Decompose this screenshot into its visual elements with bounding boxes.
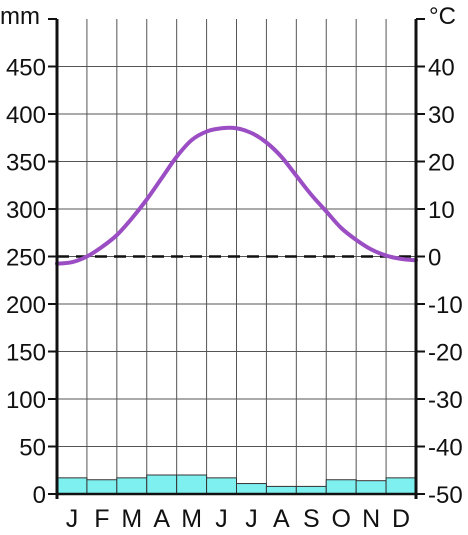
right-tick-label: -20 [428, 340, 463, 367]
precipitation-bar [325, 479, 357, 495]
right-tick-label: -40 [428, 435, 463, 462]
month-label: M [121, 505, 142, 533]
right-tick-label: -30 [428, 387, 463, 414]
precipitation-bar [116, 477, 148, 495]
precipitation-bars [56, 474, 417, 495]
right-tick-label: 40 [428, 55, 455, 82]
left-tick-label: 50 [19, 435, 46, 462]
month-label: D [392, 505, 410, 533]
month-label: A [273, 505, 290, 533]
precipitation-unit-label: mm [0, 3, 40, 30]
month-label: M [181, 505, 202, 533]
precipitation-bar [236, 483, 267, 495]
left-tick-label: 200 [6, 292, 46, 319]
month-label: N [362, 505, 380, 533]
axes [48, 18, 425, 499]
axis-labels: 050100150200250300350400450-50-40-30-20-… [6, 55, 463, 534]
right-tick-label: 30 [428, 102, 455, 129]
left-tick-label: 400 [6, 102, 46, 129]
left-tick-label: 250 [6, 245, 46, 272]
temperature-line [55, 125, 418, 266]
precipitation-bar [146, 474, 178, 495]
month-label: J [245, 505, 258, 533]
temperature-unit-label: °C [429, 3, 456, 30]
month-label: J [66, 505, 79, 533]
precipitation-bar [385, 477, 417, 495]
right-tick-label: 10 [428, 197, 455, 224]
left-tick-label: 100 [6, 387, 46, 414]
left-tick-label: 0 [33, 482, 46, 509]
left-tick-label: 350 [6, 150, 46, 177]
month-label: F [94, 505, 109, 533]
month-label: A [153, 505, 170, 533]
precipitation-bar [86, 479, 118, 495]
precipitation-bar [176, 474, 208, 495]
right-tick-label: 0 [428, 245, 441, 272]
left-tick-label: 300 [6, 197, 46, 224]
temperature-curve [55, 125, 418, 266]
precipitation-bar [56, 477, 88, 495]
precipitation-bar [206, 477, 237, 495]
right-tick-label: -50 [428, 482, 463, 509]
precipitation-bar [355, 480, 387, 495]
month-label: J [215, 505, 228, 533]
month-label: O [331, 505, 350, 533]
right-tick-label: -10 [428, 292, 463, 319]
left-tick-label: 450 [6, 55, 46, 82]
left-tick-label: 150 [6, 340, 46, 367]
right-tick-label: 20 [428, 150, 455, 177]
month-label: S [303, 505, 320, 533]
